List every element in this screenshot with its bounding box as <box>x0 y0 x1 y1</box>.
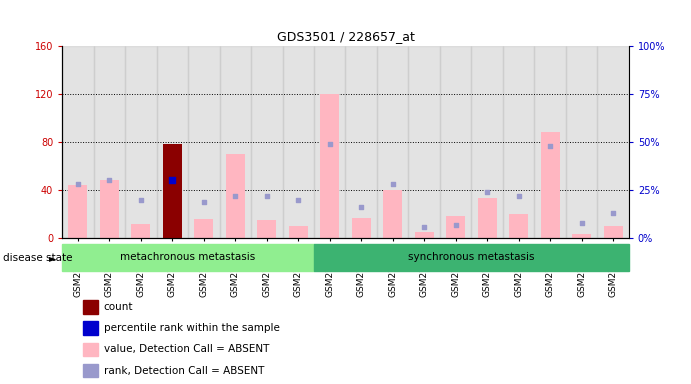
Bar <box>477 199 497 238</box>
Bar <box>251 46 283 238</box>
Point <box>545 143 556 149</box>
Point <box>104 177 115 184</box>
Text: percentile rank within the sample: percentile rank within the sample <box>104 323 280 333</box>
Bar <box>100 180 119 238</box>
Text: value, Detection Call = ABSENT: value, Detection Call = ABSENT <box>104 344 269 354</box>
Bar <box>289 226 307 238</box>
Point <box>324 141 335 147</box>
Point <box>135 197 146 203</box>
Point <box>230 193 241 199</box>
Text: synchronous metastasis: synchronous metastasis <box>408 252 535 262</box>
Bar <box>194 219 214 238</box>
Point <box>167 177 178 184</box>
Text: metachronous metastasis: metachronous metastasis <box>120 252 256 262</box>
Point <box>356 204 367 210</box>
Bar <box>283 46 314 238</box>
Point <box>482 189 493 195</box>
Bar <box>321 94 339 238</box>
Bar <box>377 46 408 238</box>
Bar <box>503 46 534 238</box>
Bar <box>257 220 276 238</box>
Bar <box>446 217 465 238</box>
Bar <box>509 214 528 238</box>
Bar <box>604 226 623 238</box>
Bar <box>572 235 591 238</box>
Bar <box>346 46 377 238</box>
Point <box>607 210 618 216</box>
Point <box>293 197 304 203</box>
Bar <box>188 46 220 238</box>
Bar <box>94 46 125 238</box>
Point <box>73 181 84 187</box>
Bar <box>314 46 346 238</box>
Point <box>261 193 272 199</box>
Bar <box>62 46 94 238</box>
Bar <box>415 232 434 238</box>
Bar <box>352 218 370 238</box>
Bar <box>226 154 245 238</box>
Bar <box>408 46 440 238</box>
Bar <box>62 244 314 271</box>
Bar <box>125 46 157 238</box>
Bar <box>163 144 182 238</box>
Point <box>513 193 524 199</box>
Bar <box>540 132 560 238</box>
Bar <box>384 190 402 238</box>
Title: GDS3501 / 228657_at: GDS3501 / 228657_at <box>276 30 415 43</box>
Point <box>450 222 461 228</box>
Bar <box>163 148 182 238</box>
Bar <box>220 46 251 238</box>
Point <box>198 199 209 205</box>
Bar <box>566 46 597 238</box>
Bar <box>440 46 471 238</box>
Point <box>387 181 398 187</box>
Text: count: count <box>104 302 133 312</box>
Text: rank, Detection Call = ABSENT: rank, Detection Call = ABSENT <box>104 366 264 376</box>
Point <box>419 223 430 230</box>
Bar <box>597 46 629 238</box>
Point <box>576 220 587 226</box>
Bar <box>314 244 629 271</box>
Bar <box>534 46 566 238</box>
Point <box>167 177 178 184</box>
Bar <box>157 46 188 238</box>
Text: disease state: disease state <box>3 253 73 263</box>
Text: ►: ► <box>49 253 57 263</box>
Bar <box>471 46 503 238</box>
Bar <box>68 185 87 238</box>
Bar <box>131 223 151 238</box>
